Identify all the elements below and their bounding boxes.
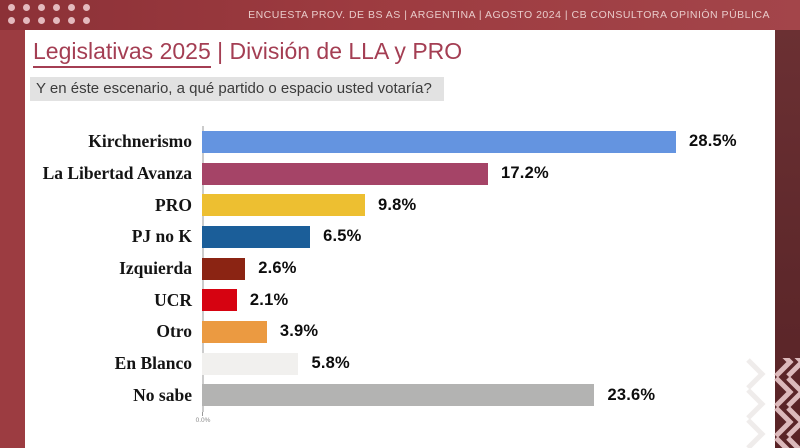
x-axis-tick-label: 0.0%: [195, 417, 211, 424]
bar: [202, 130, 676, 153]
bar-area: 3.9%: [202, 316, 775, 348]
chart-row: Izquierda 2.6%: [25, 253, 775, 285]
left-frame-band: [0, 30, 25, 448]
bar: [202, 225, 311, 248]
value-label: 28.5%: [688, 132, 737, 151]
dot-icon: [83, 17, 90, 24]
category-label: En Blanco: [114, 353, 192, 374]
chart-row: UCR 2.1%: [25, 284, 775, 316]
chart-row: PJ no K 6.5%: [25, 221, 775, 253]
bar-area: 2.1%: [202, 284, 775, 316]
bar-area: 5.8%: [202, 348, 775, 380]
value-label: 2.1%: [249, 290, 289, 309]
category-label: PJ no K: [131, 226, 192, 247]
dot-icon: [68, 4, 75, 11]
bar: [202, 384, 595, 407]
dot-icon: [68, 17, 75, 24]
bar-area: 17.2%: [202, 158, 775, 190]
dot-icon: [83, 4, 90, 11]
bar: [202, 194, 365, 217]
bar-chart: 0.0% Kirchnerismo 28.5% La Libertad Avanza…: [25, 124, 775, 424]
chart-row: No sabe 23.6%: [25, 380, 775, 412]
category-label: UCR: [154, 289, 192, 310]
dot-icon: [23, 4, 30, 11]
value-label: 9.8%: [377, 195, 417, 214]
dot-icon: [23, 17, 30, 24]
bar: [202, 289, 237, 312]
page-title-underlined: Legislativas 2025: [33, 38, 211, 68]
bar-area: 23.6%: [202, 380, 775, 412]
survey-question: Y en éste escenario, a qué partido o esp…: [30, 77, 444, 101]
top-banner: ENCUESTA PROV. DE BS AS | ARGENTINA | AG…: [0, 0, 800, 30]
bar: [202, 352, 299, 375]
category-label: La Libertad Avanza: [42, 163, 192, 184]
dot-icon: [38, 4, 45, 11]
bar-area: 28.5%: [202, 126, 775, 158]
banner-source-text: ENCUESTA PROV. DE BS AS | ARGENTINA | AG…: [248, 9, 770, 21]
bar-area: 9.8%: [202, 189, 775, 221]
right-frame-band: [775, 30, 800, 448]
category-label: Kirchnerismo: [88, 131, 192, 152]
value-label: 2.6%: [258, 259, 297, 278]
dot-icon: [53, 4, 60, 11]
value-label: 23.6%: [607, 385, 656, 404]
chart-row: En Blanco 5.8%: [25, 348, 775, 380]
dot-icon: [8, 17, 15, 24]
value-label: 3.9%: [279, 322, 319, 341]
dot-icon: [8, 4, 15, 11]
chart-row: La Libertad Avanza 17.2%: [25, 158, 775, 190]
chart-row: PRO 9.8%: [25, 189, 775, 221]
page-title-separator: |: [210, 38, 230, 64]
chart-row: Otro 3.9%: [25, 316, 775, 348]
page-title-rest: División de LLA y PRO: [229, 38, 463, 64]
value-label: 5.8%: [311, 354, 350, 373]
bar: [202, 162, 489, 185]
value-label: 17.2%: [501, 164, 549, 183]
bar-area: 6.5%: [202, 221, 775, 253]
x-axis-tick: [202, 412, 203, 416]
dot-pattern-decoration: [8, 4, 90, 24]
bar-area: 2.6%: [202, 253, 775, 285]
page-title: Legislativas 2025 | División de LLA y PR…: [33, 38, 463, 68]
category-label: PRO: [155, 194, 192, 215]
bar: [202, 257, 246, 280]
dot-icon: [38, 17, 45, 24]
value-label: 6.5%: [323, 227, 362, 246]
bar: [202, 320, 267, 343]
category-label: No sabe: [133, 384, 192, 405]
chart-row: Kirchnerismo 28.5%: [25, 126, 775, 158]
dot-icon: [53, 17, 60, 24]
category-label: Otro: [156, 321, 192, 342]
category-label: Izquierda: [119, 258, 192, 279]
chart-rows: Kirchnerismo 28.5% La Libertad Avanza 17.2%…: [25, 126, 775, 411]
